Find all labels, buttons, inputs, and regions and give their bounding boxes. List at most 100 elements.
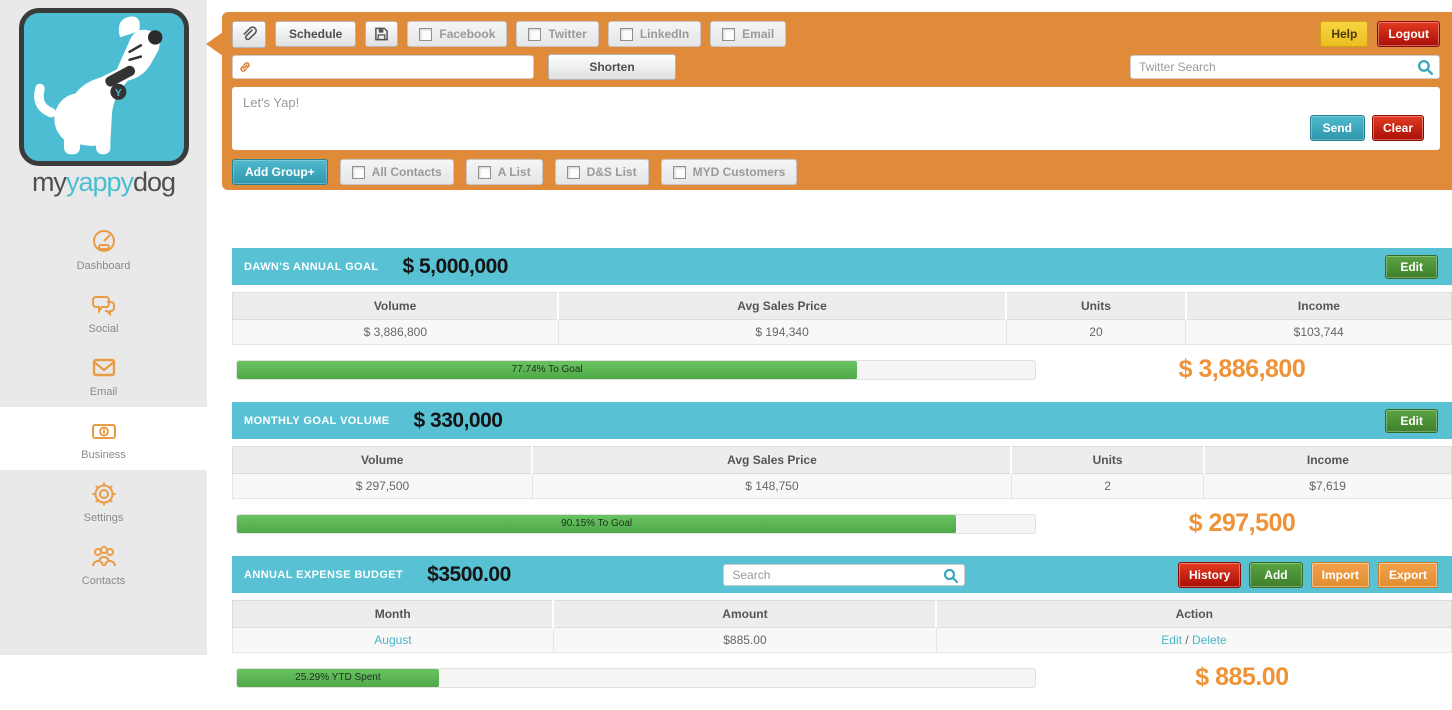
- attach-button[interactable]: [232, 20, 266, 48]
- annual-goal-panel: DAWN'S ANNUAL GOAL $ 5,000,000 Edit Volu…: [232, 248, 1452, 393]
- group-a-list-checkbox[interactable]: A List: [465, 159, 543, 185]
- group-label: A List: [497, 165, 531, 179]
- progress-label: 25.29% YTD Spent: [295, 672, 381, 683]
- edit-monthly-goal-button[interactable]: Edit: [1385, 408, 1438, 433]
- magnifier-icon[interactable]: [943, 568, 959, 584]
- expense-budget-header: ANNUAL EXPENSE BUDGET $3500.00 History A…: [232, 556, 1452, 593]
- group-myd-customers-checkbox[interactable]: MYD Customers: [660, 159, 798, 185]
- groups-row: Add Group+ All Contacts A List D&S List …: [232, 158, 1440, 186]
- column-header: Units: [1010, 446, 1205, 474]
- composer-bar: Schedule Facebook Twitter LinkedIn Email…: [206, 12, 1452, 190]
- avg-sales-price-cell: $ 194,340: [557, 319, 1007, 345]
- schedule-button[interactable]: Schedule: [275, 21, 357, 47]
- save-button[interactable]: [365, 21, 399, 47]
- panel-amount: $3500.00: [427, 562, 511, 586]
- message-textarea[interactable]: [232, 87, 1440, 150]
- column-header: Volume: [232, 446, 534, 474]
- magnifier-icon[interactable]: [1417, 59, 1434, 76]
- column-header: Income: [1185, 292, 1452, 320]
- sidebar-item-business[interactable]: Business: [0, 407, 207, 470]
- annual-goal-progress-row: 77.74% To Goal $ 3,886,800: [232, 345, 1452, 393]
- volume-cell: $ 297,500: [232, 473, 533, 499]
- svg-text:Y: Y: [114, 88, 121, 99]
- brand-my: my: [31, 167, 67, 197]
- channel-twitter-checkbox[interactable]: Twitter: [516, 21, 599, 47]
- annual-goal-table: Volume Avg Sales Price Units Income $ 3,…: [232, 292, 1452, 345]
- sidebar-item-dashboard[interactable]: Dashboard: [0, 218, 207, 281]
- logout-button[interactable]: Logout: [1377, 21, 1440, 47]
- channel-label: Twitter: [548, 27, 587, 41]
- income-cell: $103,744: [1185, 319, 1452, 345]
- history-button[interactable]: History: [1177, 561, 1242, 588]
- sidebar-item-email[interactable]: Email: [0, 344, 207, 407]
- clear-button[interactable]: Clear: [1371, 115, 1424, 141]
- checkbox-box[interactable]: [619, 27, 633, 41]
- expense-progress-row: 25.29% YTD Spent $ 885.00: [232, 653, 1452, 701]
- channel-facebook-checkbox[interactable]: Facebook: [407, 21, 508, 47]
- sidebar-item-social[interactable]: Social: [0, 281, 207, 344]
- expense-table: Month Amount Action August $885.00 Edit …: [232, 600, 1452, 653]
- edit-annual-goal-button[interactable]: Edit: [1385, 254, 1438, 279]
- brand-yappy: yappy: [65, 167, 134, 197]
- checkbox-box[interactable]: [351, 165, 365, 179]
- expense-search-input[interactable]: [723, 563, 966, 586]
- progress-fill: 25.29% YTD Spent: [237, 668, 439, 687]
- yappy-dog-illustration: Y: [33, 16, 162, 155]
- group-ds-list-checkbox[interactable]: D&S List: [554, 159, 649, 185]
- sidebar-item-label: Settings: [83, 512, 124, 524]
- twitter-search-wrap: [1130, 55, 1440, 79]
- table-header-row: Volume Avg Sales Price Units Income: [232, 292, 1452, 320]
- delete-expense-link[interactable]: Delete: [1191, 633, 1227, 647]
- column-header: Units: [1005, 292, 1187, 320]
- checkbox-box[interactable]: [566, 165, 580, 179]
- checkbox-box[interactable]: [672, 165, 686, 179]
- action-cell: Edit / Delete: [935, 627, 1452, 653]
- panel-title: MONTHLY GOAL VOLUME: [244, 414, 390, 427]
- volume-cell: $ 3,886,800: [232, 319, 559, 345]
- group-label: All Contacts: [371, 165, 442, 179]
- help-button[interactable]: Help: [1320, 21, 1369, 47]
- column-header: Income: [1203, 446, 1452, 474]
- table-header-row: Month Amount Action: [232, 600, 1452, 628]
- avg-sales-price-cell: $ 148,750: [531, 473, 1012, 499]
- checkbox-box[interactable]: [722, 27, 736, 41]
- group-label: D&S List: [586, 165, 637, 179]
- column-header: Avg Sales Price: [557, 292, 1008, 320]
- url-input-wrap: [232, 55, 534, 79]
- sidebar-item-label: Contacts: [81, 575, 126, 587]
- progress-track: 77.74% To Goal: [236, 359, 1036, 380]
- income-cell: $7,619: [1203, 473, 1452, 499]
- sidebar-item-label: Email: [89, 386, 118, 398]
- units-cell: 2: [1010, 473, 1205, 499]
- people-icon: [91, 546, 116, 567]
- progress-total: $ 297,500: [1188, 509, 1296, 537]
- monthly-goal-header: MONTHLY GOAL VOLUME $ 330,000 Edit: [232, 402, 1452, 439]
- checkbox-box[interactable]: [528, 27, 542, 41]
- month-cell: August: [232, 627, 554, 653]
- channel-label: Facebook: [439, 27, 496, 41]
- floppy-disk-icon: [375, 27, 389, 41]
- sidebar-item-contacts[interactable]: Contacts: [0, 533, 207, 596]
- add-group-button[interactable]: Add Group+: [232, 159, 328, 185]
- header-buttons: Edit: [1385, 254, 1438, 279]
- add-expense-button[interactable]: Add: [1249, 561, 1303, 588]
- channel-linkedin-checkbox[interactable]: LinkedIn: [607, 21, 702, 47]
- sidebar-item-settings[interactable]: Settings: [0, 470, 207, 533]
- export-button[interactable]: Export: [1377, 561, 1438, 588]
- twitter-search-input[interactable]: [1130, 55, 1440, 79]
- send-button[interactable]: Send: [1309, 115, 1365, 141]
- channel-label: Email: [742, 27, 775, 41]
- header-buttons: Edit: [1385, 408, 1438, 433]
- import-button[interactable]: Import: [1310, 561, 1370, 588]
- column-header: Volume: [232, 292, 560, 320]
- month-link[interactable]: August: [374, 633, 412, 647]
- channel-email-checkbox[interactable]: Email: [710, 21, 787, 47]
- shorten-button[interactable]: Shorten: [548, 54, 676, 80]
- sidebar-item-label: Dashboard: [76, 260, 131, 272]
- table-row: $ 297,500 $ 148,750 2 $7,619: [232, 473, 1452, 499]
- edit-expense-link[interactable]: Edit: [1161, 633, 1182, 647]
- checkbox-box[interactable]: [477, 165, 491, 179]
- url-input[interactable]: [232, 55, 534, 79]
- group-all-contacts-checkbox[interactable]: All Contacts: [339, 159, 454, 185]
- checkbox-box[interactable]: [419, 27, 433, 41]
